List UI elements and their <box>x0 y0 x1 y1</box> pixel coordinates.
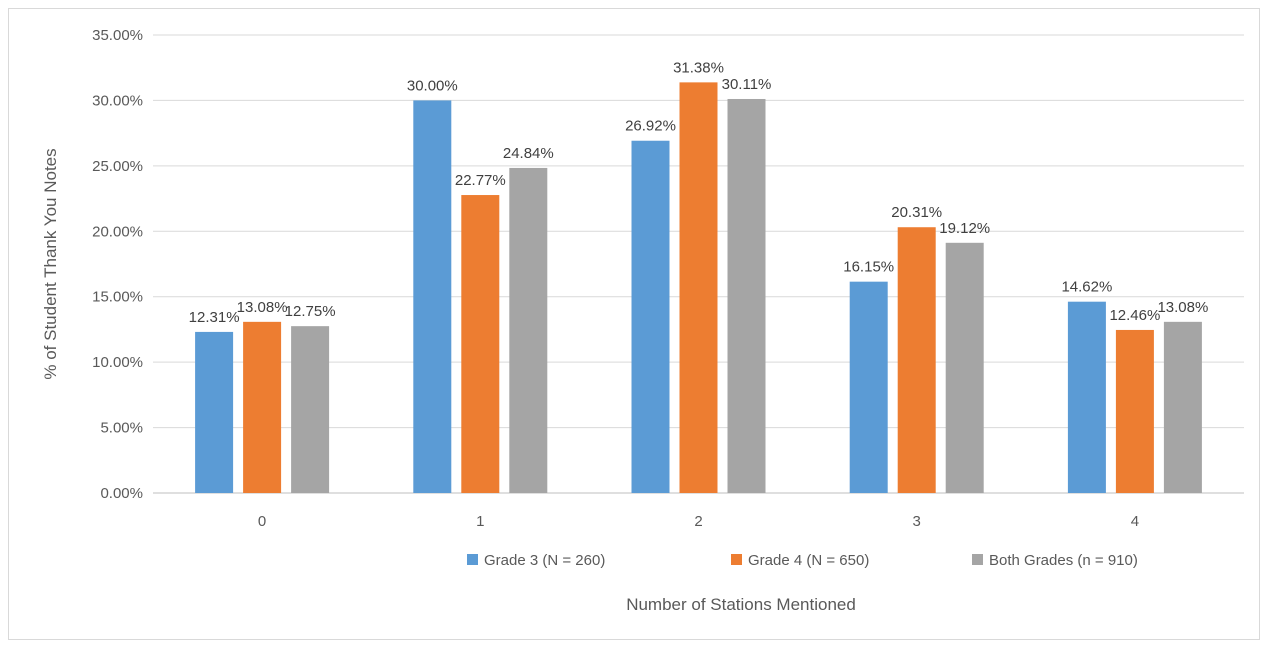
y-axis-title: % of Student Thank You Notes <box>41 148 60 379</box>
y-tick-label: 10.00% <box>92 354 143 371</box>
bar <box>1163 321 1202 493</box>
data-label: 19.12% <box>939 220 990 237</box>
y-tick-label: 15.00% <box>92 289 143 306</box>
data-label: 12.46% <box>1109 307 1160 324</box>
legend-swatch <box>467 554 478 565</box>
data-label: 22.77% <box>455 172 506 189</box>
data-label: 30.00% <box>407 77 458 94</box>
y-axis-ticks: 0.00% 5.00% 10.00% 15.00% 20.00% 25.00% 30.00%… <box>92 27 143 502</box>
bar <box>1067 301 1106 493</box>
data-label: 20.31% <box>891 204 942 221</box>
data-labels: 12.31%13.08%12.75%30.00%22.77%24.84%26.9… <box>189 59 1209 326</box>
x-tick-label: 1 <box>476 513 484 530</box>
data-label: 12.75% <box>285 303 336 320</box>
data-label: 14.62% <box>1061 279 1112 296</box>
y-tick-label: 30.00% <box>92 92 143 109</box>
legend-label: Grade 3 (N = 260) <box>484 552 605 569</box>
data-label: 31.38% <box>673 59 724 76</box>
bar <box>413 100 452 493</box>
bars <box>195 82 1202 494</box>
bar <box>679 82 718 493</box>
data-label: 13.08% <box>1157 299 1208 316</box>
bar <box>243 321 282 493</box>
data-label: 13.08% <box>237 299 288 316</box>
bar <box>1115 329 1154 493</box>
x-tick-label: 4 <box>1131 513 1139 530</box>
y-tick-label: 5.00% <box>100 420 143 437</box>
bar <box>195 331 234 493</box>
data-label: 12.31% <box>189 309 240 326</box>
data-label: 26.92% <box>625 118 676 135</box>
x-axis-title: Number of Stations Mentioned <box>626 595 856 614</box>
y-tick-label: 35.00% <box>92 27 143 44</box>
bar <box>461 195 500 494</box>
bar <box>509 167 548 493</box>
legend-swatch <box>972 554 983 565</box>
y-tick-label: 25.00% <box>92 158 143 175</box>
legend-swatch <box>731 554 742 565</box>
data-label: 24.84% <box>503 145 554 162</box>
legend: Grade 3 (N = 260) Grade 4 (N = 650) Both G… <box>467 552 1138 569</box>
data-label: 16.15% <box>843 259 894 276</box>
x-tick-label: 0 <box>258 513 266 530</box>
bar <box>945 242 984 493</box>
bar <box>291 326 330 493</box>
bar <box>631 140 670 493</box>
y-tick-label: 20.00% <box>92 223 143 240</box>
legend-label: Both Grades (n = 910) <box>989 552 1138 569</box>
x-axis-ticks: 0 1 2 3 4 <box>258 513 1139 530</box>
bar <box>897 227 936 494</box>
bar <box>849 281 888 493</box>
y-tick-label: 0.00% <box>100 485 143 502</box>
x-tick-label: 2 <box>694 513 702 530</box>
bar <box>727 98 766 494</box>
x-tick-label: 3 <box>913 513 921 530</box>
legend-label: Grade 4 (N = 650) <box>748 552 869 569</box>
data-label: 30.11% <box>722 76 772 93</box>
